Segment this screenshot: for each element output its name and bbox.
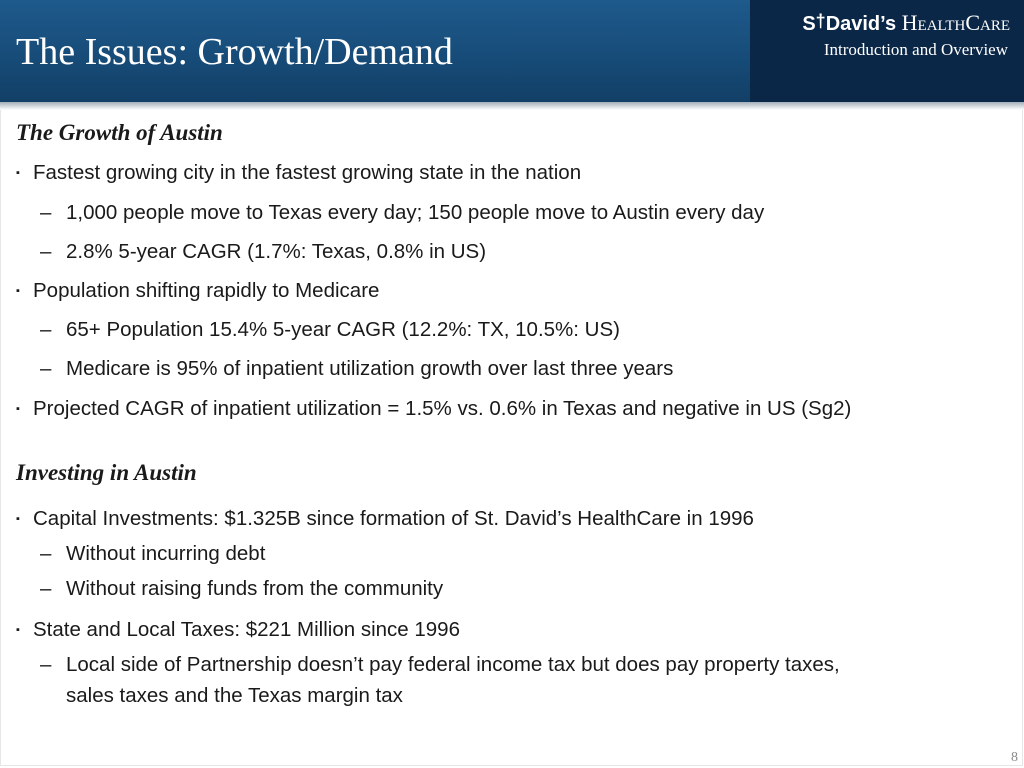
dash-icon: – [40,577,52,600]
bullet-icon: ▪ [16,624,20,636]
bullet-icon: ▪ [16,167,20,179]
cross-icon: † [815,11,826,31]
dash-icon: – [40,357,52,380]
sub-bullet-item: – Without raising funds from the communit… [40,577,444,600]
st-davids-logo: S†David’s HealthCare [802,10,1010,35]
bullet-item: ▪ Fastest growing city in the fastest gro… [16,161,582,184]
bullet-item: ▪ State and Local Taxes: $221 Million sin… [16,618,460,641]
sub-bullet-item: –65+ Population 15.4% 5-year CAGR (12.2%… [40,318,620,341]
bullet-item: ▪ Capital Investments: $1.325B since form… [16,507,754,530]
section-label: Introduction and Overview [823,40,1008,59]
page-number: 8 [1011,750,1018,765]
sub-bullet-item: – Local side of Partnership doesn’t pay f… [40,653,840,676]
bullet-icon: ▪ [16,403,20,415]
bullet-item: ▪ Projected CAGR of inpatient utilization… [16,397,852,420]
content-frame [0,110,1023,766]
section-heading-growth: The Growth of Austin [16,120,223,145]
brand-box: S†David’s HealthCare Introduction and Ov… [750,0,1024,102]
header-shadow [0,102,1024,110]
dash-icon: – [40,542,52,565]
bullet-item: ▪ Population shifting rapidly to Medicare [16,279,380,302]
slide-header: The Issues: Growth/Demand S†David’s Heal… [0,0,1024,102]
dash-icon: – [40,201,52,224]
dash-icon: – [40,318,52,341]
dash-icon: – [40,653,52,676]
sub-bullet-item: –1,000 people move to Texas every day; 1… [40,201,765,224]
sub-bullet-item: – Medicare is 95% of inpatient utilizatio… [40,357,674,380]
bullet-icon: ▪ [16,513,20,525]
dash-icon: – [40,240,52,263]
bullet-icon: ▪ [16,285,20,297]
sub-bullet-continuation: sales taxes and the Texas margin tax [66,684,403,707]
sub-bullet-item: – Without incurring debt [40,542,266,565]
section-heading-investing: Investing in Austin [16,460,197,485]
slide-title: The Issues: Growth/Demand [16,31,453,73]
sub-bullet-item: –2.8% 5-year CAGR (1.7%: Texas, 0.8% in … [40,240,487,263]
